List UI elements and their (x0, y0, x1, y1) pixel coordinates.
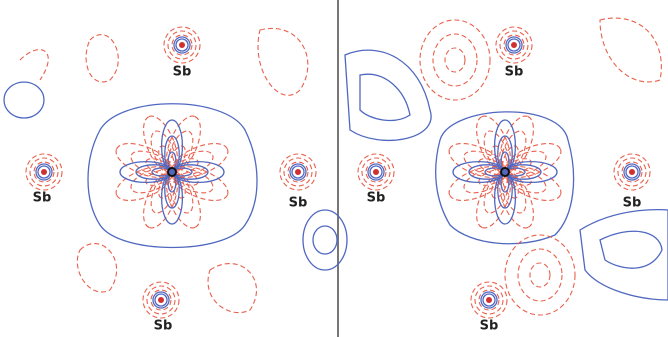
atom-label: Sb (173, 65, 192, 80)
atom-core (295, 169, 301, 175)
background (0, 0, 668, 337)
atom-core (629, 169, 635, 175)
atom-core (486, 297, 492, 303)
atom-label: Sb (623, 196, 642, 211)
page: {"panels": [{"labels": ["Sb", "Sb", "Sb"… (0, 0, 668, 337)
atom-label: Sb (289, 196, 308, 211)
atom-label: Sb (33, 191, 52, 206)
atom-core (373, 169, 379, 175)
atom-label: Sb (480, 319, 499, 334)
atom-label: Sb (505, 65, 524, 80)
atom-core (158, 297, 164, 303)
atom-label: Sb (367, 191, 386, 206)
atom-core (179, 42, 185, 48)
atom-core (511, 42, 517, 48)
figure: Sb Sb Sb Sb Sb Sb Sb Sb (0, 0, 668, 337)
atom-label: Sb (154, 319, 173, 334)
atom-core (41, 169, 47, 175)
